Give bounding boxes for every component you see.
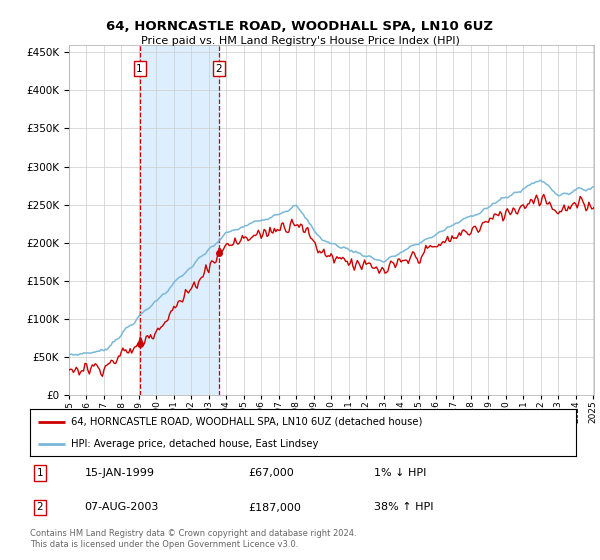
Text: Contains HM Land Registry data © Crown copyright and database right 2024.
This d: Contains HM Land Registry data © Crown c… [30, 529, 356, 549]
Text: 15-JAN-1999: 15-JAN-1999 [85, 468, 155, 478]
Text: 64, HORNCASTLE ROAD, WOODHALL SPA, LN10 6UZ: 64, HORNCASTLE ROAD, WOODHALL SPA, LN10 … [107, 20, 493, 32]
Text: 1: 1 [37, 468, 43, 478]
Text: HPI: Average price, detached house, East Lindsey: HPI: Average price, detached house, East… [71, 438, 319, 449]
Text: £187,000: £187,000 [248, 502, 301, 512]
Bar [140, 45, 219, 395]
Text: 2: 2 [215, 64, 222, 74]
Text: £67,000: £67,000 [248, 468, 294, 478]
Text: 07-AUG-2003: 07-AUG-2003 [85, 502, 159, 512]
Text: 1% ↓ HPI: 1% ↓ HPI [374, 468, 427, 478]
Text: 64, HORNCASTLE ROAD, WOODHALL SPA, LN10 6UZ (detached house): 64, HORNCASTLE ROAD, WOODHALL SPA, LN10 … [71, 417, 422, 427]
Text: 1: 1 [136, 64, 143, 74]
Text: 2: 2 [37, 502, 43, 512]
Text: Price paid vs. HM Land Registry's House Price Index (HPI): Price paid vs. HM Land Registry's House … [140, 36, 460, 46]
Text: 38% ↑ HPI: 38% ↑ HPI [374, 502, 433, 512]
